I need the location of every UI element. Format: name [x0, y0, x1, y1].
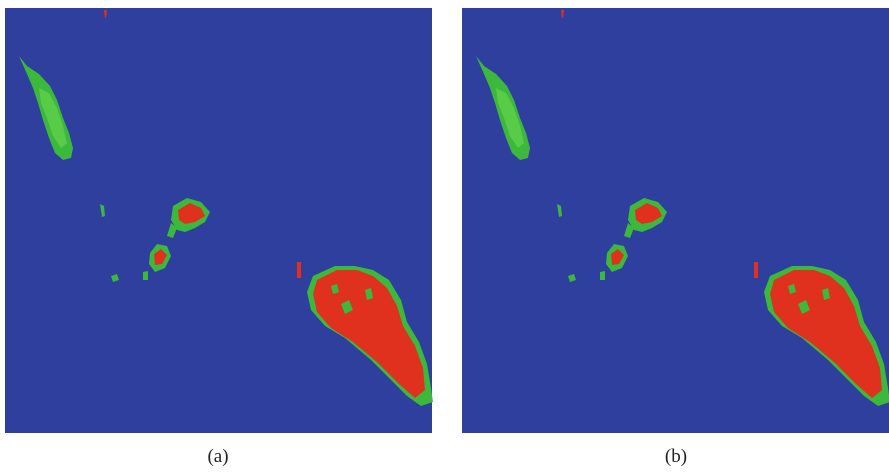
map-panel-a — [5, 8, 433, 433]
map-panel-b — [462, 8, 889, 433]
caption: (b) — [665, 446, 687, 467]
caption: (a) — [207, 446, 228, 467]
